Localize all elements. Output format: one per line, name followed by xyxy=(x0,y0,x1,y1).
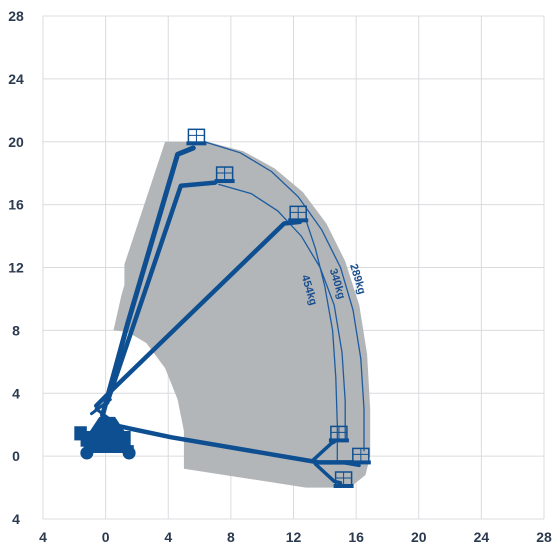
y-tick-label: 4 xyxy=(12,385,20,401)
platform-basket-icon xyxy=(288,205,309,223)
x-tick-label: 16 xyxy=(348,529,364,545)
boom-arm xyxy=(310,440,336,463)
y-tick-label: 28 xyxy=(8,8,24,24)
y-tick-label: 16 xyxy=(8,197,24,213)
boom-arm xyxy=(109,422,356,465)
boom-arm xyxy=(100,145,196,418)
platform-basket-icon xyxy=(186,128,207,146)
y-tick-label: 4 xyxy=(12,511,20,527)
axle xyxy=(83,445,134,453)
counterweight xyxy=(74,426,87,441)
x-tick-label: 4 xyxy=(164,529,172,545)
boom-arm xyxy=(313,462,343,485)
x-axis-tick-labels: 4 0 4 8 12 16 20 24 28 xyxy=(39,529,552,545)
y-tick-label: 0 xyxy=(12,448,20,464)
y-tick-label: 24 xyxy=(8,71,24,87)
platform-basket-icon xyxy=(214,166,235,184)
wheel xyxy=(80,446,94,460)
boom-arm xyxy=(93,219,303,409)
y-tick-label: 20 xyxy=(8,134,24,150)
boom-lift-machine xyxy=(74,128,371,488)
platform-basket-icon xyxy=(328,425,349,443)
capacity-arcs xyxy=(204,141,365,463)
x-tick-label: 4 xyxy=(39,529,47,545)
y-tick-label: 12 xyxy=(8,260,24,276)
platform-basket-icon xyxy=(333,471,354,488)
wheel xyxy=(122,446,136,460)
x-tick-label: 12 xyxy=(286,529,302,545)
x-tick-label: 0 xyxy=(102,529,110,545)
chassis xyxy=(80,430,131,447)
boom-arm xyxy=(90,398,112,416)
x-tick-label: 24 xyxy=(474,529,490,545)
boom-arm xyxy=(339,460,361,468)
y-tick-label: 8 xyxy=(12,322,20,338)
x-tick-label: 20 xyxy=(411,529,427,545)
capacity-arc xyxy=(204,141,365,452)
platform-basket-icon xyxy=(350,447,371,465)
x-tick-label: 28 xyxy=(536,529,552,545)
x-tick-label: 8 xyxy=(227,529,235,545)
capacity-arc xyxy=(305,220,338,463)
y-axis-tick-labels: 4 0 4 8 12 16 20 24 28 xyxy=(8,8,24,527)
boom-arm xyxy=(104,180,218,405)
working-envelope-area xyxy=(113,141,371,488)
boom-arm xyxy=(94,407,111,420)
